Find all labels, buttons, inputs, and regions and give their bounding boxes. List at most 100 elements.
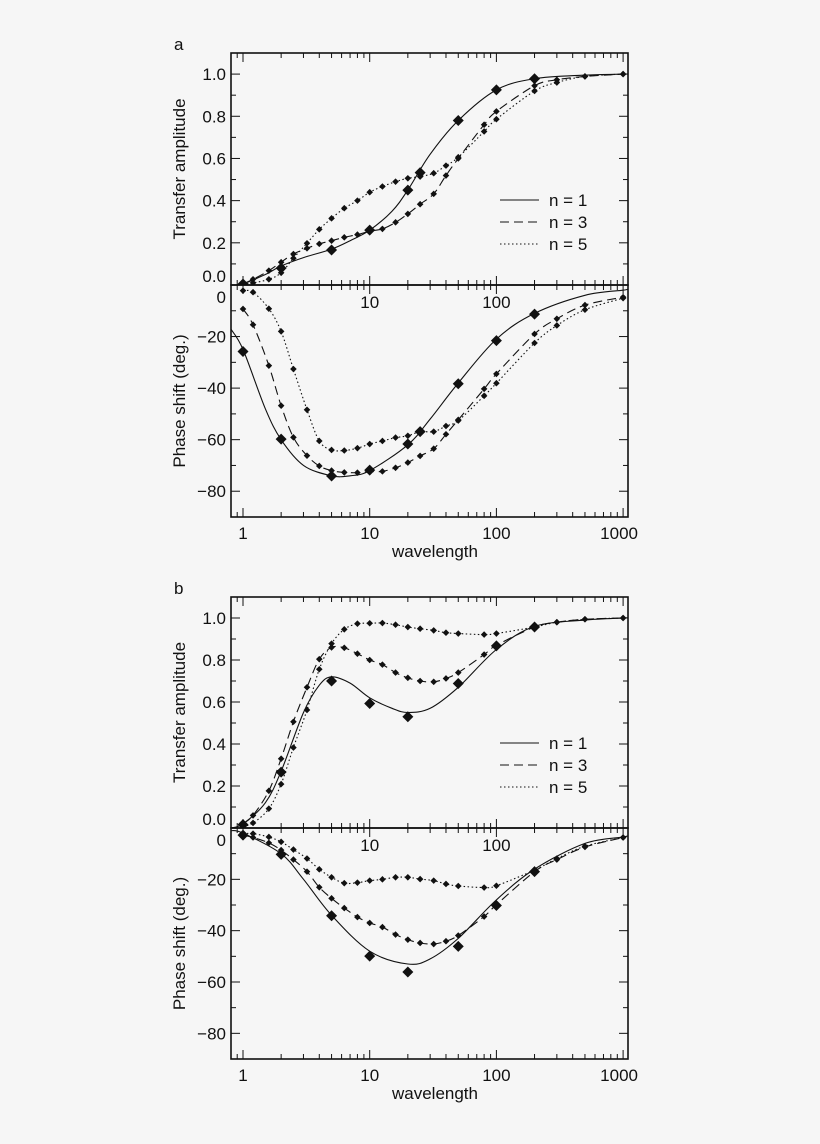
data-point-marker xyxy=(430,190,438,198)
data-point-marker xyxy=(277,258,285,266)
data-point-marker xyxy=(366,877,373,884)
y-tick-label: −40 xyxy=(197,922,226,941)
data-point-marker xyxy=(315,655,323,663)
chart-panel-a-amplitude: 0.0 0.2 0.4 0.6 0.8 1.0 10 100 Transfer amplitud… xyxy=(170,52,629,312)
data-point-marker xyxy=(430,877,438,884)
data-point-marker xyxy=(328,873,335,881)
data-point-marker xyxy=(430,940,438,948)
data-point-marker xyxy=(493,642,500,649)
x-tick-label: 1 xyxy=(238,1066,247,1085)
x-tick-label: 1000 xyxy=(600,1066,638,1085)
data-point-marker xyxy=(340,879,348,887)
x-tick-label: 100 xyxy=(482,524,510,543)
data-point-marker xyxy=(404,210,412,218)
data-point-marker xyxy=(354,650,361,657)
data-point-marker xyxy=(303,452,311,459)
data-point-marker xyxy=(619,294,627,302)
data-point-marker xyxy=(326,244,338,256)
x-axis-title: wavelength xyxy=(391,542,478,561)
y-tick-label: −20 xyxy=(197,328,226,347)
data-point-marker xyxy=(366,227,373,235)
panel-label: a xyxy=(174,35,184,54)
data-point-marker xyxy=(581,301,589,309)
data-point-marker xyxy=(290,744,297,751)
data-point-marker xyxy=(553,315,561,323)
legend-label: n = 5 xyxy=(549,778,587,797)
x-tick-label: 1 xyxy=(238,524,247,543)
y-tick-label: −40 xyxy=(197,379,226,398)
y-tick-label: 0.8 xyxy=(202,651,226,670)
data-point-marker xyxy=(315,665,323,673)
data-point-marker xyxy=(354,620,361,627)
y-axis-title: Transfer amplitude xyxy=(170,642,189,783)
data-point-marker xyxy=(328,644,335,651)
data-point-marker xyxy=(366,188,373,196)
data-point-marker xyxy=(531,87,538,95)
data-point-marker xyxy=(237,346,249,358)
data-point-marker xyxy=(265,833,273,841)
legend: n = 1 n = 3 n = 5 xyxy=(500,734,587,797)
y-axis-title: Transfer amplitude xyxy=(170,98,189,239)
data-point-marker xyxy=(379,876,386,883)
series-n3 xyxy=(239,831,627,948)
y-axis-title: Phase shift (deg.) xyxy=(170,334,189,467)
series-line xyxy=(242,296,624,474)
data-point-marker xyxy=(303,406,311,414)
data-point-marker xyxy=(326,910,338,922)
data-point-marker xyxy=(414,167,426,179)
data-point-marker xyxy=(326,470,338,482)
data-point-marker xyxy=(265,267,273,274)
data-point-marker xyxy=(379,225,386,233)
series-n3 xyxy=(239,70,627,285)
panel-label: b xyxy=(174,579,183,598)
series-n5 xyxy=(239,830,627,891)
legend-label: n = 5 xyxy=(549,235,587,254)
data-point-marker xyxy=(366,619,373,627)
plot-frame xyxy=(230,827,629,1060)
data-point-marker xyxy=(328,640,335,647)
data-point-marker xyxy=(452,114,464,126)
data-point-marker xyxy=(404,936,412,943)
data-point-marker xyxy=(315,462,323,470)
data-point-marker xyxy=(480,385,488,393)
data-point-marker xyxy=(303,855,311,862)
data-point-marker xyxy=(315,226,323,233)
x-tick-label: 10 xyxy=(360,293,379,312)
data-point-marker xyxy=(290,254,297,262)
series-line xyxy=(242,617,624,825)
data-point-marker xyxy=(249,279,257,285)
data-point-marker xyxy=(454,882,462,890)
data-point-marker xyxy=(277,838,285,846)
data-point-marker xyxy=(480,128,488,135)
data-point-marker xyxy=(531,339,538,347)
data-point-marker xyxy=(531,330,538,338)
data-point-marker xyxy=(402,966,414,978)
data-point-marker xyxy=(277,328,285,335)
data-point-marker xyxy=(379,437,386,445)
data-point-marker xyxy=(402,711,414,723)
x-tick-label: 100 xyxy=(482,1066,510,1085)
legend-label: n = 1 xyxy=(549,734,587,753)
x-tick-label: 1000 xyxy=(600,524,638,543)
data-point-marker xyxy=(392,178,399,185)
data-point-marker xyxy=(303,868,311,875)
data-point-marker xyxy=(340,204,348,212)
series-n1 xyxy=(231,617,628,828)
y-tick-label: −20 xyxy=(197,870,226,889)
y-tick-label: 1.0 xyxy=(202,65,226,84)
legend-label: n = 3 xyxy=(549,756,587,775)
series-n5 xyxy=(239,70,627,285)
legend-label: n = 3 xyxy=(549,213,587,232)
data-point-marker xyxy=(452,678,464,690)
data-point-marker xyxy=(404,432,412,440)
data-point-marker xyxy=(328,446,335,454)
legend-label: n = 1 xyxy=(549,191,587,210)
y-tick-label: 0.4 xyxy=(202,735,226,754)
data-point-marker xyxy=(493,108,500,115)
y-tick-label: −80 xyxy=(197,482,226,501)
series-n1 xyxy=(231,73,628,285)
data-point-marker xyxy=(493,370,500,378)
chart-panel-a-phase: 0 −20 −40 −60 −80 1 10 100 1000 Phase shift (deg.… xyxy=(170,284,638,561)
y-tick-label: 0.0 xyxy=(202,267,226,286)
data-point-marker xyxy=(265,276,273,283)
